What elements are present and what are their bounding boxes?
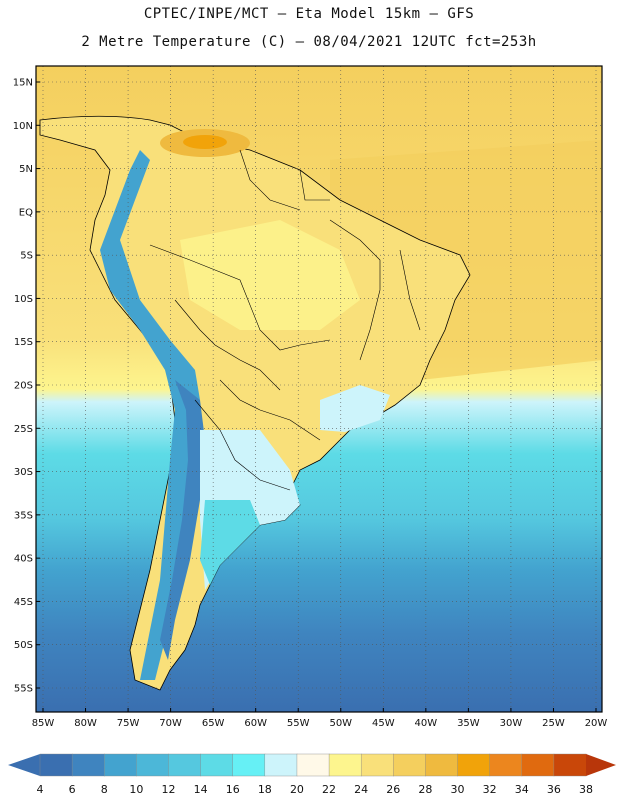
lon-tick-label: 60W — [244, 718, 267, 729]
colorbar-label: 38 — [579, 783, 593, 796]
lat-tick-label: 10S — [14, 294, 33, 305]
colorbar-cell — [104, 753, 137, 777]
chart-title-line1: CPTEC/INPE/MCT – Eta Model 15km – GFS — [143, 6, 475, 22]
colorbar-label: 28 — [418, 783, 432, 796]
colorbar-label: 8 — [101, 783, 108, 796]
venezuela-hotspot-core — [183, 135, 227, 149]
lat-tick-label: EQ — [19, 207, 33, 218]
colorbar-cell — [200, 753, 234, 777]
temperature-map: 15N 10N 5N EQ 5S 10S 15S 20S 25S 30S 35S 40S 45S 50S 5… — [13, 65, 608, 729]
se-brazil-highlands — [320, 385, 390, 432]
lon-tick-label: 50W — [329, 718, 352, 729]
amazon-region — [180, 220, 360, 330]
colorbar-right-arrow — [586, 754, 616, 776]
lat-tick-label: 5N — [19, 164, 33, 175]
colorbar-cell — [360, 753, 394, 777]
colorbar-cell — [328, 753, 362, 777]
chart-title-line2: 2 Metre Temperature (C) – 08/04/2021 12U… — [81, 34, 537, 50]
colorbar-cell — [553, 753, 587, 777]
colorbar-cell — [168, 753, 202, 777]
longitude-labels: 85W 80W 75W 70W 65W 60W 55W 50W 45W 40W 35W 30W 25W 2… — [32, 708, 608, 729]
lat-tick-label: 5S — [20, 251, 33, 262]
lon-tick-label: 75W — [117, 718, 140, 729]
lat-tick-label: 15N — [13, 78, 33, 89]
colorbar-label: 12 — [161, 783, 175, 796]
colorbar-label: 4 — [37, 783, 44, 796]
map-field — [36, 66, 602, 712]
lon-tick-label: 70W — [159, 718, 182, 729]
colorbar: 4 6 8 10 12 14 16 18 20 22 24 26 28 30 32 34 36 38 — [8, 753, 616, 796]
lon-tick-label: 65W — [202, 718, 225, 729]
lat-tick-label: 55S — [14, 684, 33, 695]
colorbar-cell — [393, 753, 426, 777]
colorbar-label: 34 — [515, 783, 529, 796]
colorbar-cells — [39, 753, 587, 777]
colorbar-cell — [296, 753, 330, 777]
colorbar-cell — [39, 753, 73, 777]
andes-coldest — [160, 380, 205, 660]
lon-tick-label: 25W — [542, 718, 565, 729]
lat-tick-label: 20S — [14, 381, 33, 392]
colorbar-label: 14 — [194, 783, 208, 796]
lat-tick-label: 45S — [14, 597, 33, 608]
lon-tick-label: 35W — [457, 718, 480, 729]
lat-tick-label: 35S — [14, 510, 33, 521]
lat-tick-label: 50S — [14, 640, 33, 651]
colorbar-cell — [457, 753, 491, 777]
colorbar-cell — [521, 753, 555, 777]
colorbar-label: 16 — [226, 783, 240, 796]
lon-tick-label: 40W — [415, 718, 438, 729]
lon-tick-label: 20W — [585, 718, 608, 729]
lat-tick-label: 40S — [14, 554, 33, 565]
andes-cold-ridge — [100, 150, 200, 680]
colorbar-label: 24 — [354, 783, 368, 796]
lat-tick-label: 25S — [14, 424, 33, 435]
lon-tick-label: 55W — [287, 718, 310, 729]
colorbar-cell — [71, 753, 105, 777]
colorbar-label: 20 — [290, 783, 304, 796]
colorbar-label: 26 — [386, 783, 400, 796]
lat-tick-label: 15S — [14, 337, 33, 348]
lon-tick-label: 45W — [372, 718, 395, 729]
colorbar-cell — [489, 753, 523, 777]
colorbar-cell — [425, 753, 459, 777]
latitude-labels: 15N 10N 5N EQ 5S 10S 15S 20S 25S 30S 35S 40S 45S 50S 5… — [13, 78, 40, 695]
patagonia-cool — [200, 500, 260, 585]
lon-tick-label: 30W — [500, 718, 523, 729]
colorbar-label: 30 — [451, 783, 465, 796]
lat-tick-label: 10N — [13, 121, 33, 132]
colorbar-cell — [136, 753, 169, 777]
lon-tick-label: 80W — [74, 718, 97, 729]
map-frame — [35, 65, 603, 713]
colorbar-labels: 4 6 8 10 12 14 16 18 20 22 24 26 28 30 32 34 36 38 — [37, 783, 594, 796]
colorbar-label: 22 — [322, 783, 336, 796]
colorbar-label: 36 — [547, 783, 561, 796]
lat-tick-label: 30S — [14, 467, 33, 478]
country-borders — [149, 149, 421, 491]
colorbar-cell — [232, 753, 266, 777]
colorbar-label: 6 — [69, 783, 76, 796]
colorbar-label: 32 — [483, 783, 497, 796]
colorbar-cell — [264, 753, 298, 777]
colorbar-left-arrow — [8, 754, 40, 776]
colorbar-label: 10 — [129, 783, 143, 796]
lon-tick-label: 85W — [32, 718, 55, 729]
colorbar-label: 18 — [258, 783, 272, 796]
